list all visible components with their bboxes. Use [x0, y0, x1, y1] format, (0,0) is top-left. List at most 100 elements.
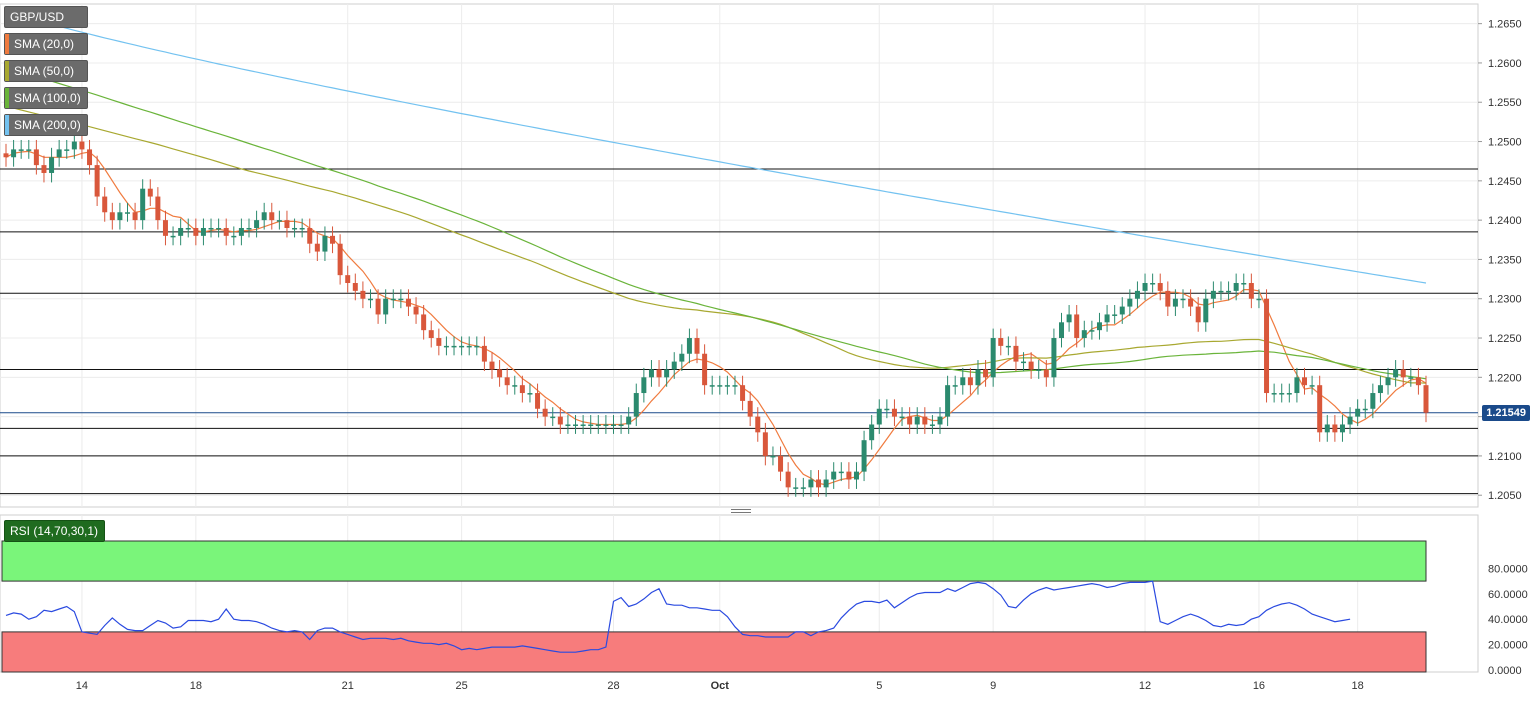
candle-body	[208, 227, 214, 230]
candle-body	[451, 345, 457, 348]
candle-body	[876, 408, 882, 425]
candle-body	[800, 487, 806, 489]
candle-body	[770, 455, 776, 458]
candle-body	[861, 440, 867, 472]
candle-body	[337, 243, 343, 276]
rsi-legend[interactable]: RSI (14,70,30,1)	[4, 520, 106, 542]
candle-body	[94, 165, 100, 197]
candle-body	[808, 479, 814, 488]
sma-50-label: SMA (50,0)	[14, 64, 75, 78]
candle-body	[1059, 322, 1065, 339]
pane-divider-handle[interactable]	[731, 509, 751, 514]
time-tick-label: Oct	[711, 680, 730, 692]
candle-body	[254, 220, 260, 228]
candle-body	[1309, 385, 1315, 387]
candle-body	[535, 393, 541, 409]
candle-body	[869, 424, 875, 441]
time-tick-label: 5	[876, 680, 882, 692]
candle-body	[709, 385, 715, 387]
candle-body	[595, 424, 601, 426]
candle-body	[49, 157, 55, 173]
candle-body	[261, 212, 267, 221]
candle-body	[1157, 283, 1163, 291]
sma-200-label: SMA (200,0)	[14, 118, 81, 132]
candle-body	[132, 212, 138, 221]
price-tick-label: 1.2650	[1488, 19, 1522, 31]
candle-body	[778, 455, 784, 472]
time-tick-label: 14	[76, 680, 88, 692]
candle-body	[929, 424, 935, 426]
candle-body	[1226, 290, 1232, 293]
rsi-overbought-zone	[1, 540, 1427, 582]
candle-body	[1036, 369, 1042, 371]
candle-body	[747, 400, 753, 417]
candle-body	[1134, 290, 1140, 299]
candle-body	[671, 361, 677, 370]
candle-body	[489, 361, 495, 370]
candle-body	[755, 416, 761, 433]
candle-body	[284, 220, 290, 228]
candle-body	[1165, 290, 1171, 307]
current-price-tag: 1.21549	[1482, 404, 1530, 421]
candle-body	[26, 149, 32, 151]
candle-body	[79, 141, 85, 150]
candle-body	[960, 377, 966, 386]
candle-body	[18, 149, 24, 151]
price-tick-label: 1.2200	[1488, 372, 1522, 384]
candle-body	[686, 338, 692, 354]
symbol-label[interactable]: GBP/USD	[4, 6, 88, 28]
candle-body	[398, 298, 404, 301]
time-tick-label: 12	[1139, 680, 1151, 692]
candle-body	[762, 432, 768, 456]
time-tick-label: 25	[455, 680, 467, 692]
candle-body	[367, 298, 373, 301]
rsi-tick-label: 20.0000	[1488, 640, 1528, 652]
rsi-line	[5, 580, 1351, 653]
candle-body	[1172, 298, 1178, 307]
candle-body	[269, 212, 275, 221]
price-tick-label: 1.2450	[1488, 176, 1522, 188]
price-tick-label: 1.2050	[1488, 490, 1522, 502]
candle-body	[557, 416, 563, 425]
price-tick-label: 1.2250	[1488, 333, 1522, 345]
candle-body	[1415, 377, 1421, 386]
sma-50-swatch	[5, 61, 9, 81]
candle-body	[216, 227, 222, 230]
legend-sma-100[interactable]: SMA (100,0)	[4, 87, 88, 109]
candle-body	[1347, 416, 1353, 425]
candle-body	[853, 471, 859, 480]
candle-body	[1370, 393, 1376, 409]
candle-body	[383, 298, 389, 315]
candle-body	[1332, 424, 1338, 433]
candle-body	[1408, 377, 1414, 379]
candle-body	[1127, 298, 1133, 307]
candle-body	[352, 283, 358, 291]
candle-body	[816, 479, 822, 488]
candle-body	[504, 377, 510, 386]
rsi-tick-label: 80.0000	[1488, 563, 1528, 575]
rsi-oversold-zone	[1, 631, 1427, 673]
candle-body	[87, 149, 93, 166]
candle-body	[603, 424, 609, 426]
candle-body	[1294, 377, 1300, 394]
candle-body	[724, 385, 730, 387]
candle-body	[117, 212, 123, 221]
candle-body	[633, 393, 639, 417]
candle-body	[740, 385, 746, 401]
time-tick-label: 21	[342, 680, 354, 692]
candle-body	[322, 235, 328, 252]
candle-body	[1377, 385, 1383, 394]
candle-body	[580, 424, 586, 426]
candle-body	[846, 471, 852, 480]
legend-sma-50[interactable]: SMA (50,0)	[4, 60, 88, 82]
legend-sma-20[interactable]: SMA (20,0)	[4, 33, 88, 55]
candle-body	[648, 369, 654, 378]
price-pane	[0, 3, 1479, 508]
candle-body	[542, 408, 548, 417]
legend-sma-200[interactable]: SMA (200,0)	[4, 114, 88, 136]
candle-body	[793, 487, 799, 489]
candle-body	[405, 298, 411, 307]
candle-body	[945, 385, 951, 417]
candle-body	[952, 385, 958, 387]
candle-body	[307, 227, 313, 244]
